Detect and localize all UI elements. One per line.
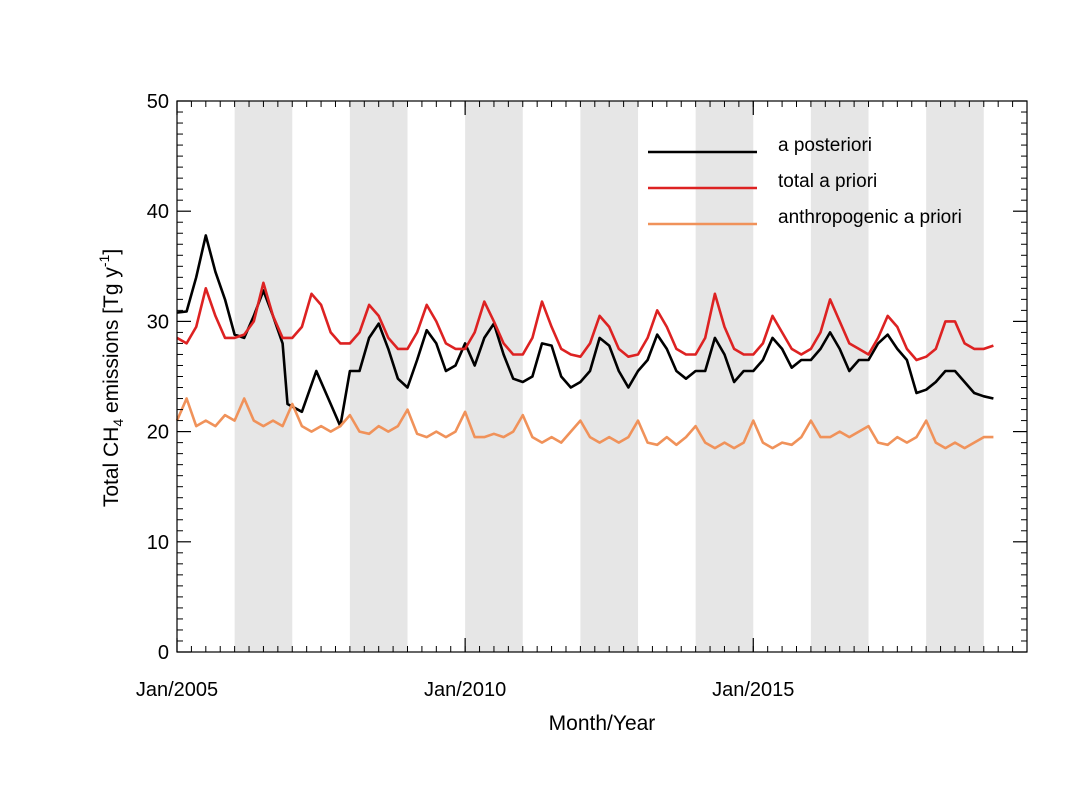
- shaded-band-2018: [926, 101, 984, 652]
- shaded-band-2016: [810, 101, 869, 652]
- shaded-year-bands: [234, 101, 984, 652]
- shaded-band-2010: [465, 101, 523, 652]
- shaded-band-2012: [580, 101, 639, 652]
- y-axis-title-prefix: Total CH: [100, 427, 123, 508]
- series-line-0: [176, 234, 994, 428]
- y-tick-label-3: 30: [147, 311, 169, 333]
- x-axis-title: Month/Year: [549, 712, 656, 735]
- legend-label-1: total a priori: [778, 171, 877, 192]
- shaded-band-2006: [234, 101, 293, 652]
- y-axis-title-middle: emissions [Tg y: [100, 267, 123, 419]
- y-axis-title: Total CH4 emissions [Tg y-1]: [96, 249, 126, 507]
- y-tick-label-0: 0: [158, 642, 169, 664]
- x-tick-label-0: Jan/2005: [136, 679, 218, 701]
- series-lines: [175, 234, 994, 450]
- y-tick-label-1: 10: [147, 532, 169, 554]
- y-axis-title-superscript: -1: [96, 254, 112, 267]
- series-line-2: [175, 397, 994, 450]
- y-axis-title-subscript: 4: [110, 419, 126, 427]
- y-tick-label-5: 50: [147, 91, 169, 113]
- x-tick-label-1: Jan/2010: [424, 679, 506, 701]
- shaded-band-2014: [695, 101, 754, 652]
- x-tick-label-2: Jan/2015: [712, 679, 794, 701]
- legend-label-2: anthropogenic a priori: [778, 207, 962, 228]
- axis-ticks: [176, 100, 1028, 653]
- legend: a posteriori total a priori anthropogenic …: [648, 135, 962, 228]
- axis-tick-labels: 0 10 20 30 40 50 Jan/2005 Jan/2010 Jan/2015: [136, 91, 795, 701]
- y-axis-title-suffix: ]: [100, 249, 123, 255]
- y-tick-label-4: 40: [147, 201, 169, 223]
- y-tick-label-2: 20: [147, 422, 169, 444]
- series-line-1: [176, 281, 994, 362]
- legend-label-0: a posteriori: [778, 135, 872, 156]
- shaded-band-2008: [349, 101, 408, 652]
